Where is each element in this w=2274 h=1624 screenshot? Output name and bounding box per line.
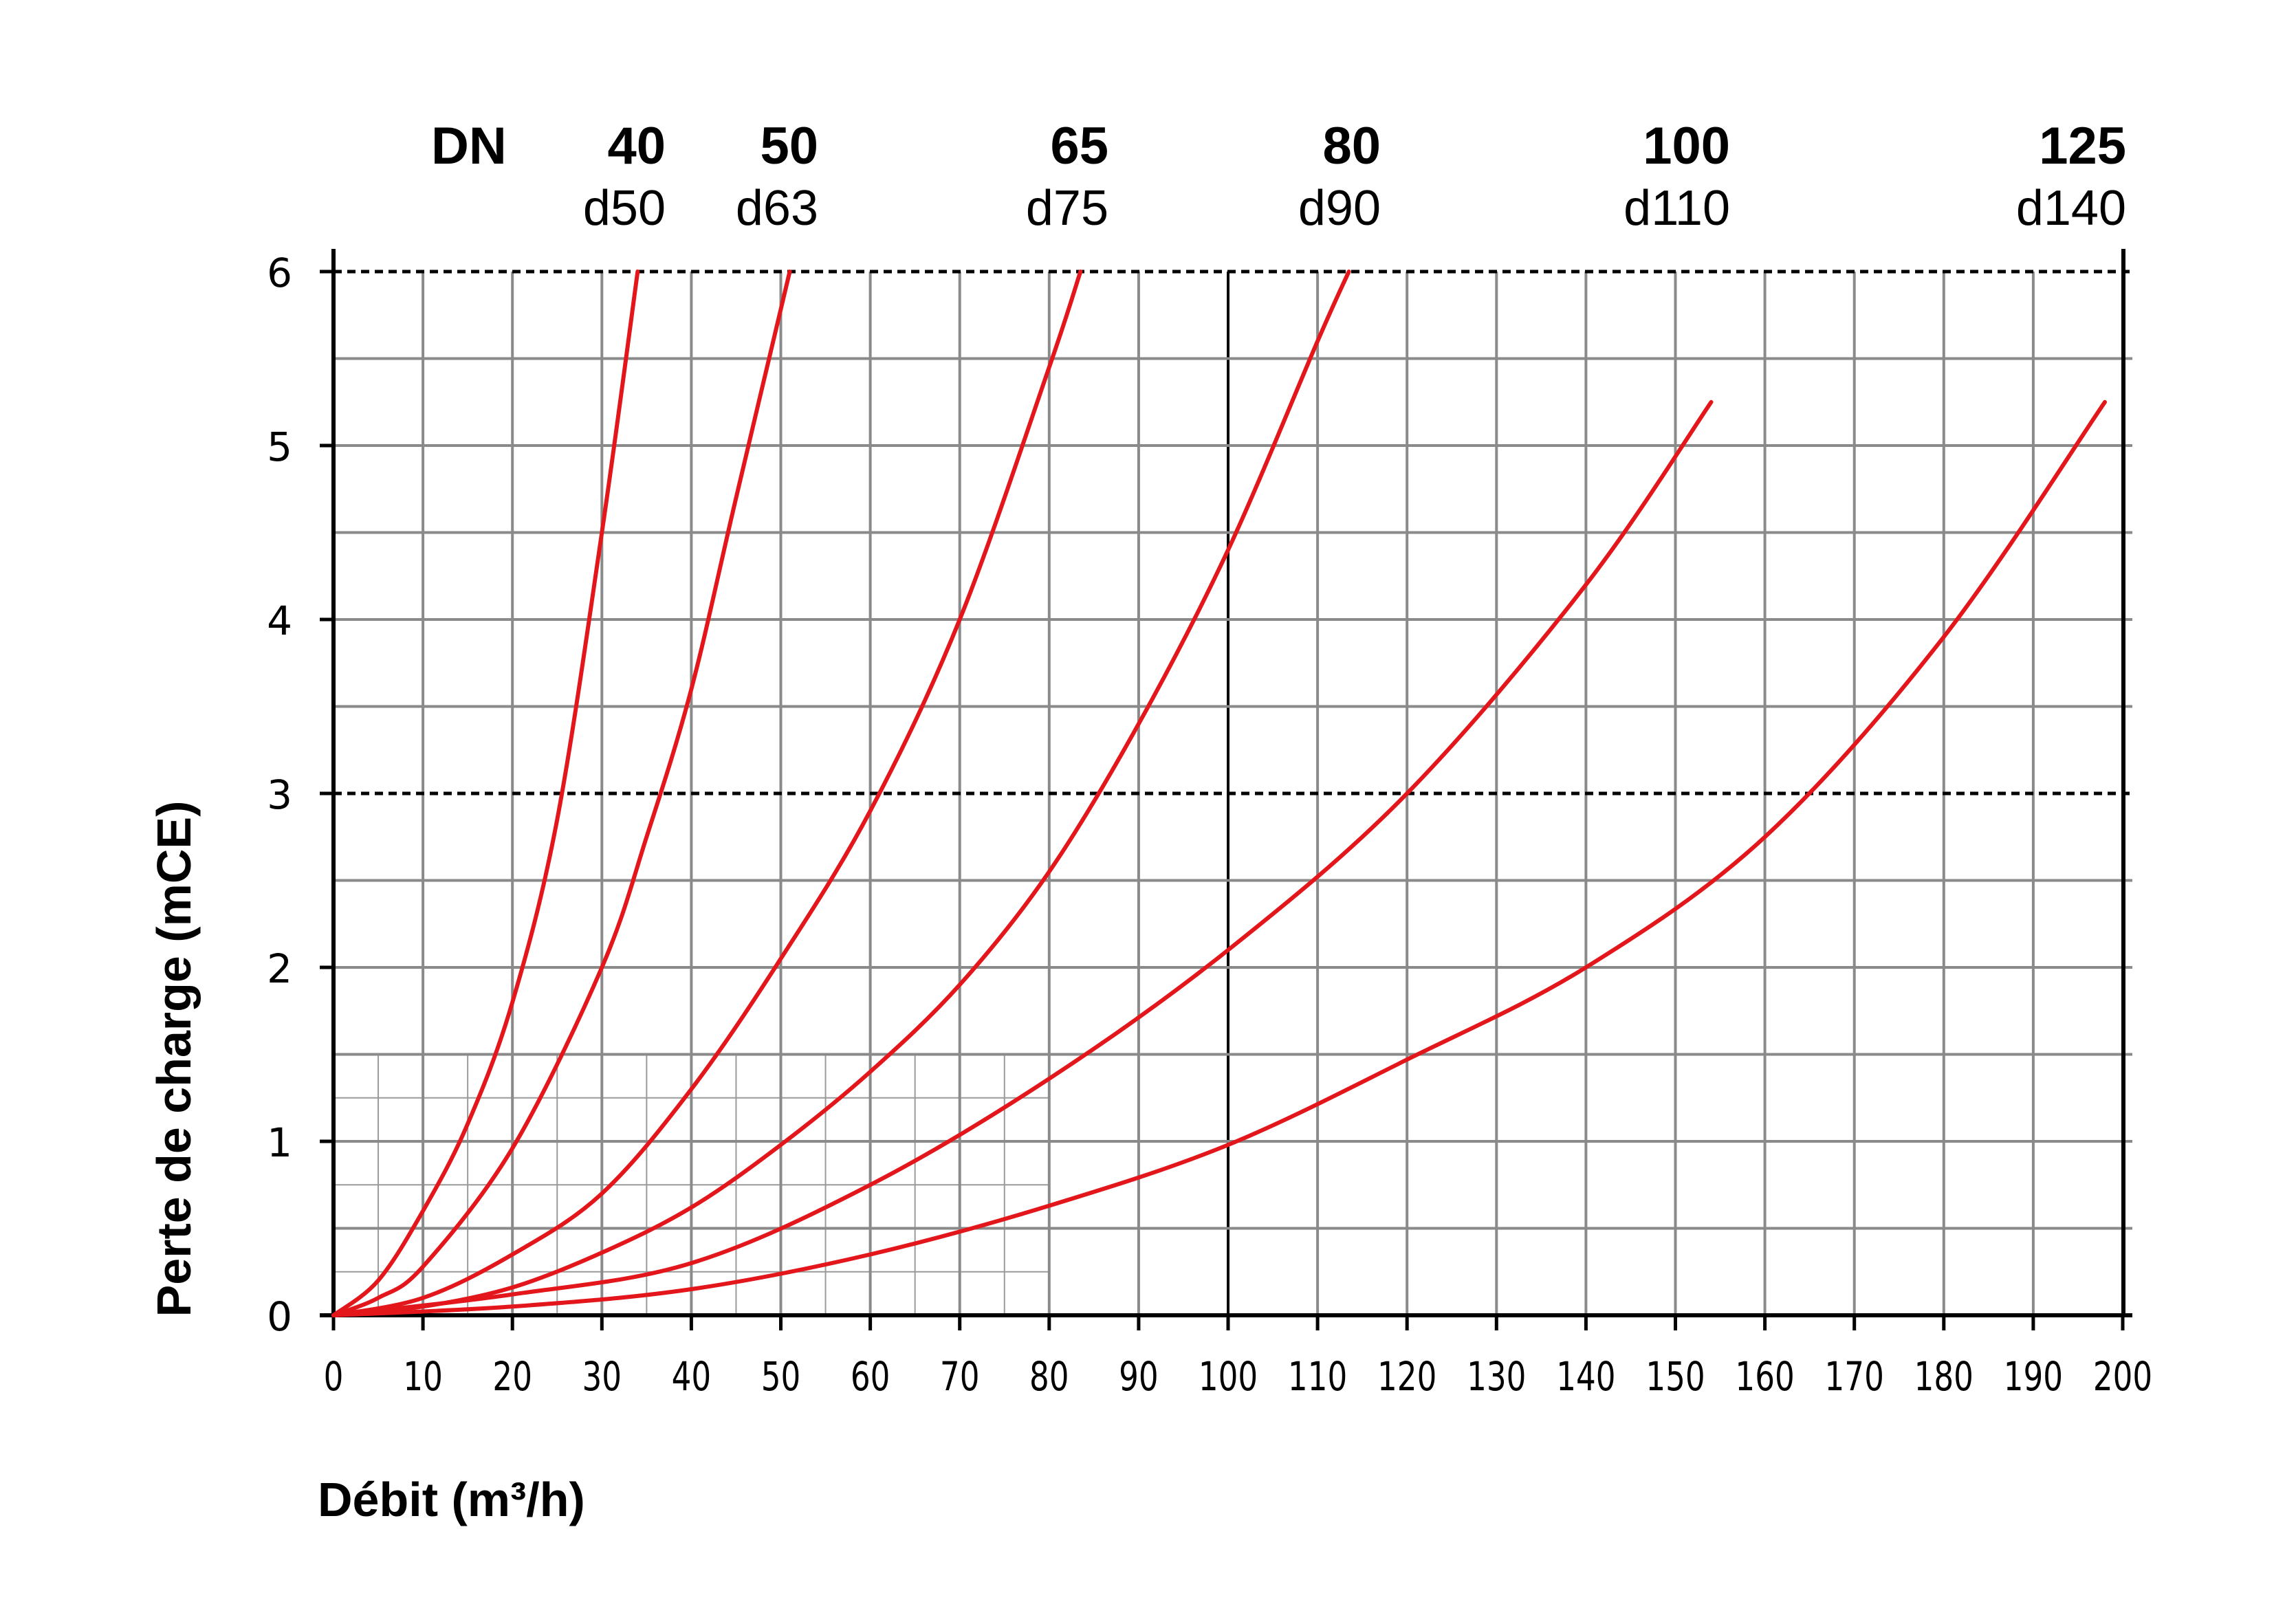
series-label-diameter: d63 — [736, 181, 818, 236]
y-axis-label: Perte de charge (mCE) — [147, 801, 201, 1317]
grid — [334, 270, 2132, 1315]
series-line-dn65 — [331, 270, 1083, 1317]
series-label-dn: 40 — [607, 117, 666, 175]
y-tick-label: 2 — [267, 945, 292, 992]
series-label-diameter: d90 — [1298, 181, 1381, 236]
series-line-dn100 — [331, 399, 1714, 1317]
y-tick-label: 0 — [267, 1293, 292, 1340]
series-label-diameter: d110 — [1623, 181, 1730, 236]
series-label-diameter: d50 — [583, 181, 666, 236]
x-tick-label: 120 — [1377, 1354, 1436, 1401]
series-label-dn: 65 — [1050, 117, 1108, 175]
y-tick-label: 5 — [267, 424, 292, 470]
series-line-dn50 — [331, 270, 792, 1317]
series-lines — [331, 270, 2107, 1317]
x-tick-label: 30 — [582, 1354, 622, 1401]
x-tick-label: 0 — [324, 1354, 344, 1401]
x-tick-label: 20 — [492, 1354, 532, 1401]
x-tick-label: 130 — [1467, 1354, 1526, 1401]
x-tick-label: 140 — [1556, 1354, 1615, 1401]
series-line-dn40 — [331, 270, 640, 1317]
x-tick-label: 100 — [1199, 1354, 1258, 1401]
x-tick-label: 70 — [940, 1354, 980, 1401]
x-tick-label: 180 — [1914, 1354, 1974, 1401]
series-label-dn: 100 — [1643, 117, 1730, 175]
y-tick-label: 6 — [267, 250, 292, 296]
x-tick-label: 110 — [1288, 1354, 1347, 1401]
series-label-dn: 50 — [760, 117, 818, 175]
x-tick-label: 80 — [1029, 1354, 1069, 1401]
y-tick-label: 3 — [267, 771, 292, 818]
x-tick-label: 200 — [2093, 1354, 2152, 1401]
x-tick-label: 90 — [1119, 1354, 1159, 1401]
series-label-diameter: d140 — [2016, 181, 2126, 236]
series-label-dn: 80 — [1322, 117, 1381, 175]
dn-prefix-label: DN — [431, 117, 507, 175]
x-tick-label: 10 — [403, 1354, 443, 1401]
series-line-dn80 — [331, 270, 1351, 1317]
series-label-diameter: d75 — [1026, 181, 1108, 236]
x-tick-label: 40 — [672, 1354, 712, 1401]
x-tick-label: 50 — [761, 1354, 801, 1401]
axes: 0 10 20 30 40 50 60 70 80 90 100 110 120 130 140 150 160… — [267, 249, 2152, 1400]
series-line-dn125 — [331, 399, 2107, 1317]
x-tick-label: 170 — [1825, 1354, 1884, 1401]
labels: 40 d50 50 d63 65 d75 80 d90 100 d110 125 d140 DN — [431, 117, 2126, 236]
x-tick-label: 60 — [851, 1354, 890, 1401]
x-tick-label: 150 — [1646, 1354, 1705, 1401]
y-tick-label: 1 — [267, 1119, 292, 1166]
series-label-dn: 125 — [2039, 117, 2126, 175]
y-tick-label: 4 — [267, 597, 292, 644]
x-axis-label: Débit (m³/h) — [318, 1473, 585, 1526]
x-tick-label: 160 — [1735, 1354, 1794, 1401]
x-tick-label: 190 — [2004, 1354, 2063, 1401]
